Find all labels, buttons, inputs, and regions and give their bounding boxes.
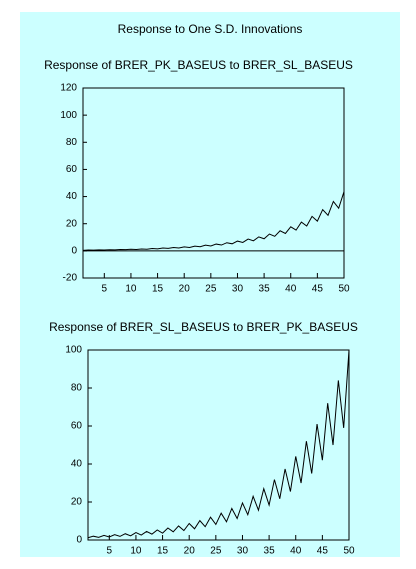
y-tick-label: 40 (66, 191, 78, 202)
x-tick-label: 40 (290, 546, 302, 557)
plot-area (87, 349, 350, 541)
x-tick-label: 10 (125, 284, 137, 295)
y-tick-label: 100 (65, 345, 82, 356)
x-tick-label: 15 (152, 284, 164, 295)
y-tick-label: 0 (76, 535, 82, 546)
chart-title: Response of BRER_PK_BASEUS to BRER_SL_BA… (44, 58, 353, 72)
y-tick-label: 20 (66, 218, 78, 229)
plot-area (82, 87, 345, 279)
y-tick-label: 60 (66, 164, 78, 175)
x-tick-label: 25 (210, 546, 222, 557)
y-tick-label: 0 (71, 245, 77, 256)
page-title: Response to One S.D. Innovations (118, 22, 303, 36)
x-tick-label: 35 (259, 284, 271, 295)
x-tick-label: 20 (179, 284, 191, 295)
x-tick-label: 10 (130, 546, 142, 557)
response-line (87, 349, 350, 539)
y-tick-label: -20 (63, 273, 78, 284)
y-tick-label: 120 (60, 83, 77, 94)
y-tick-label: 80 (66, 137, 78, 148)
x-tick-label: 30 (237, 546, 249, 557)
x-tick-label: 35 (264, 546, 276, 557)
x-tick-label: 25 (205, 284, 217, 295)
x-tick-label: 30 (232, 284, 244, 295)
y-tick-label: 60 (71, 421, 83, 432)
x-tick-label: 40 (285, 284, 297, 295)
x-tick-label: 45 (312, 284, 324, 295)
x-tick-label: 45 (317, 546, 329, 557)
x-tick-label: 5 (107, 546, 113, 557)
y-tick-label: 100 (60, 110, 77, 121)
x-tick-label: 50 (338, 284, 350, 295)
y-tick-label: 80 (71, 383, 83, 394)
response-line (82, 191, 345, 251)
x-tick-label: 20 (184, 546, 196, 557)
x-tick-label: 50 (343, 546, 355, 557)
x-tick-label: 5 (102, 284, 108, 295)
chart-title: Response of BRER_SL_BASEUS to BRER_PK_BA… (49, 320, 358, 334)
x-tick-label: 15 (157, 546, 169, 557)
y-tick-label: 20 (71, 497, 83, 508)
y-tick-label: 40 (71, 459, 83, 470)
